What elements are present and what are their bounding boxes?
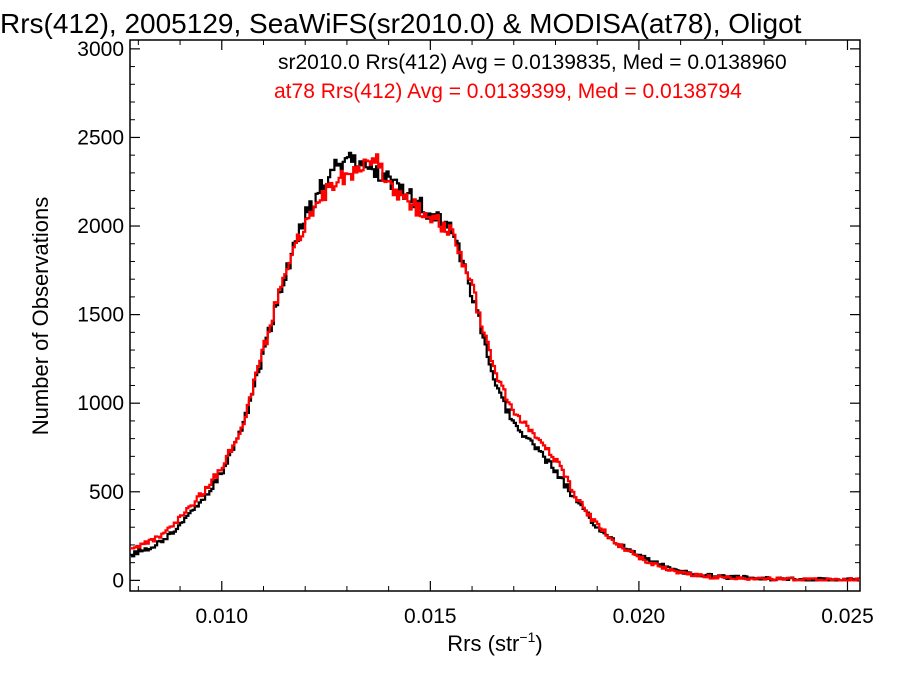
plot-frame (129, 39, 861, 592)
y-tick-label: 0 (112, 569, 124, 592)
x-tick-label: 0.025 (821, 605, 874, 628)
x-tick-label: 0.020 (613, 605, 666, 628)
x-axis: 0.010 0.015 0.020 0.025 (137, 40, 874, 628)
series-line-0 (130, 151, 860, 582)
y-axis-label: Number of Observations (28, 197, 53, 435)
x-axis-label: Rrs (str−1) (447, 629, 542, 656)
y-tick-label: 1000 (77, 392, 124, 415)
series-layer (130, 151, 860, 582)
x-axis-label-superscript: −1 (519, 629, 535, 645)
series-line-1 (130, 153, 860, 582)
chart-title: Rrs(412), 2005129, SeaWiFS(sr2010.0) & M… (0, 8, 802, 39)
y-tick-label: 2500 (77, 126, 124, 149)
y-axis: 0 500 1000 1500 2000 2500 3000 (77, 38, 860, 592)
annotation-red: at78 Rrs(412) Avg = 0.0139399, Med = 0.0… (274, 80, 742, 103)
x-tick-label: 0.015 (404, 605, 457, 628)
y-tick-label: 2000 (77, 215, 124, 238)
x-tick-label: 0.010 (195, 605, 248, 628)
y-tick-label: 500 (89, 481, 124, 504)
annotation-black: sr2010.0 Rrs(412) Avg = 0.0139835, Med =… (278, 51, 787, 74)
y-tick-label: 1500 (77, 304, 124, 327)
y-tick-label: 3000 (77, 38, 124, 61)
